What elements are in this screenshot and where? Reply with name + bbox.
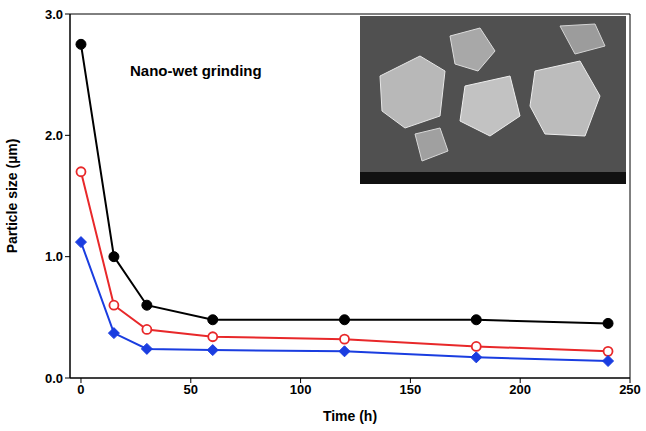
svg-text:50: 50 [184, 382, 198, 397]
svg-text:150: 150 [400, 382, 422, 397]
html-text:Nano-wet grinding: Nano-wet grinding [130, 62, 262, 79]
svg-text:Time (h): Time (h) [323, 408, 377, 424]
svg-text:1.0: 1.0 [45, 249, 63, 264]
svg-text:100: 100 [290, 382, 312, 397]
svg-text:0.0: 0.0 [45, 371, 63, 386]
svg-text:0: 0 [77, 382, 84, 397]
svg-text:3.0: 3.0 [45, 7, 63, 22]
svg-text:Particle size (µm): Particle size (µm) [4, 139, 20, 254]
svg-text:250: 250 [619, 382, 641, 397]
svg-text:200: 200 [509, 382, 531, 397]
svg-text:2.0: 2.0 [45, 128, 63, 143]
